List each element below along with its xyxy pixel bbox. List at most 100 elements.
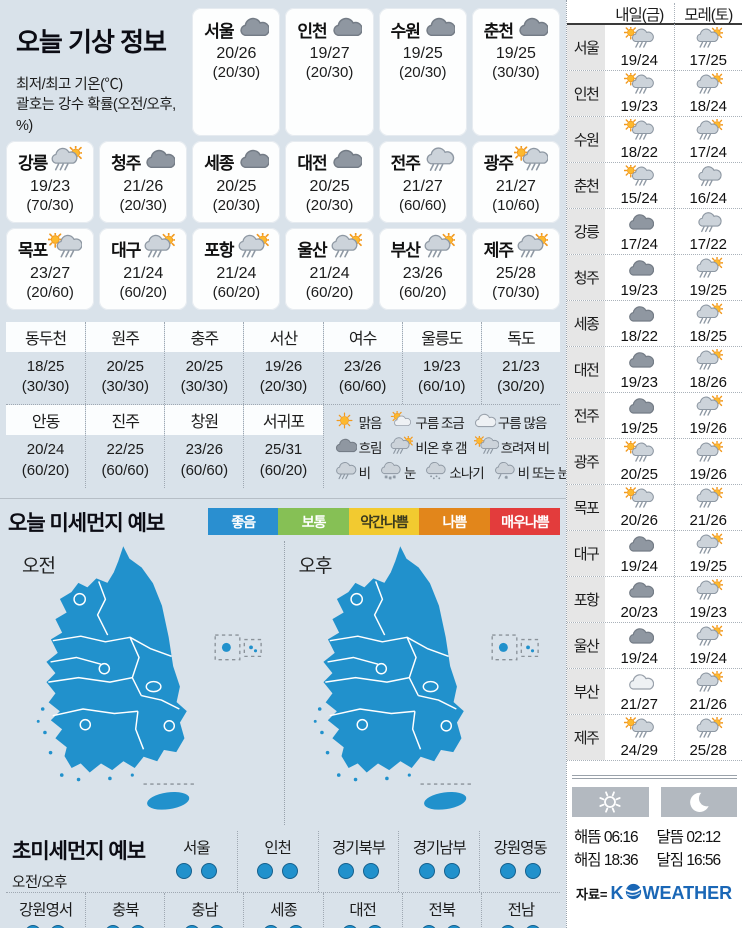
forecast-row-전주: 전주 19/25 19/26 [567, 393, 742, 439]
forecast-city-name: 대전 [567, 347, 605, 392]
extra-city-name: 원주 [86, 321, 165, 352]
card-temps: 21/26 [123, 177, 164, 195]
rain-sun-icon [693, 577, 725, 606]
region-name: 전북 [428, 901, 457, 919]
forecast-dayafter: 17/25 [673, 25, 742, 70]
card-temps: 20/25 [309, 177, 350, 195]
forecast-temp: 18/22 [620, 143, 659, 161]
dust-dot-좋음 [524, 862, 541, 879]
dust-level-나쁨: 나쁨 [419, 508, 490, 536]
forecast-tomorrow: 19/24 [605, 623, 674, 668]
card-city-name: 수원 [390, 21, 421, 41]
cloud-dark-icon [624, 533, 655, 560]
card-city-name: 대구 [111, 241, 141, 261]
cloud-dark-icon [332, 436, 358, 458]
cloud-dark-icon [235, 146, 270, 177]
ultrafine-region-세종: 세종 [243, 892, 322, 928]
forecast-temp: 17/24 [689, 143, 728, 161]
extra-city-서귀포: 서귀포 25/31 (60/20) [243, 405, 323, 488]
region-name: 서울 [183, 839, 211, 857]
rain-icon [421, 146, 455, 177]
kweather-logo: K WEATHER [610, 883, 733, 903]
region-name: 강원영동 [493, 839, 548, 857]
ultrafine-region-강원영동: 강원영동 [479, 830, 560, 892]
forecast-tomorrow: 20/23 [605, 577, 674, 622]
cloud-dark-icon [624, 579, 655, 606]
forecast-city-name: 서울 [567, 25, 605, 70]
forecast-temp: 17/24 [620, 235, 659, 253]
rain-sun-icon [421, 231, 457, 264]
extra-cities-section: 동두천 18/25 (30/30) 원주 20/25 (30/30) 충주 20/25 (30/… [0, 321, 570, 488]
card-city-name: 목포 [17, 241, 48, 261]
dust-level-보통: 보통 [278, 508, 349, 536]
forecast-tomorrow: 19/25 [605, 393, 674, 438]
ultrafine-region-충남: 충남 [164, 892, 243, 928]
ultrafine-region-전북: 전북 [401, 892, 481, 928]
card-temps: 19/25 [495, 45, 536, 62]
weather-card-포항: 포항 21/24 (60/20) [192, 227, 281, 310]
sun-rain-icon [623, 438, 655, 468]
forecast-city-name: 포항 [567, 577, 605, 622]
forecast-temp: 19/23 [620, 281, 659, 299]
region-dots [399, 862, 479, 879]
card-city-name: 인천 [297, 21, 327, 41]
forecast-row-대전: 대전 19/23 18/26 [567, 347, 742, 393]
forecast-dayafter: 17/22 [673, 209, 742, 254]
snow-icon [377, 461, 402, 483]
forecast-temp: 24/29 [620, 741, 659, 759]
forecast-dayafter: 25/28 [673, 715, 742, 760]
forecast-temp: 17/25 [689, 51, 728, 69]
sunrise-time: 06:16 [603, 829, 639, 846]
dust-level-좋음: 좋음 [208, 508, 279, 536]
rain-sun-icon [693, 393, 725, 422]
card-city-name: 울산 [297, 241, 327, 261]
forecast-city-name: 수원 [567, 117, 605, 162]
extra-city-values: 25/31 (60/20) [259, 441, 308, 479]
ultrafine-dust-section: 초미세먼지 예보 오전/오후 서울 인천 경기북부 경기남부 강원영동 강원영서 충북 충남… [0, 829, 566, 928]
moon-icon [660, 787, 737, 817]
cloud-dark-icon [421, 14, 456, 45]
forecast-temp: 19/25 [620, 419, 659, 437]
forecast-city-name: 청주 [567, 255, 605, 300]
forecast-header-dayafter: 모레(토) [673, 3, 742, 25]
region-name: 인천 [264, 839, 292, 857]
weather-card-울산: 울산 21/24 (60/20) [285, 227, 374, 310]
dust-map-오전: 오전 [8, 541, 284, 825]
forecast-temp: 19/25 [689, 557, 728, 575]
forecast-row-제주: 제주 24/29 25/28 [567, 714, 742, 761]
forecast-city-name: 춘천 [567, 163, 605, 208]
dust-title: 오늘 미세먼지 예보 [8, 511, 165, 535]
sun-rain-icon [623, 116, 655, 146]
card-temps: 21/27 [495, 177, 536, 195]
card-temps: 25/28 [495, 264, 536, 282]
forecast-row-광주: 광주 20/25 19/26 [567, 438, 742, 485]
cloud-dark-icon [624, 211, 655, 238]
sun-rain-icon [47, 231, 83, 264]
cloud-dark-icon [514, 14, 549, 45]
card-precip-prob: (20/30) [305, 196, 354, 214]
forecast-city-name: 세종 [567, 301, 605, 346]
cloud-dark-icon [624, 257, 655, 284]
forecast-temp: 20/23 [620, 603, 659, 621]
card-precip-prob: (20/30) [398, 64, 447, 81]
page-title: 오늘 기상 정보 [16, 27, 167, 57]
weather-card-청주: 청주 21/26 (20/30) [99, 140, 188, 223]
region-dots [86, 924, 164, 928]
sun-times: 해뜸 06:16 해짐 18:36 [574, 829, 639, 870]
rain-sun-icon [235, 231, 271, 264]
rain-sun-icon [693, 485, 725, 514]
rain-sun-icon [388, 434, 415, 458]
rain-sun-icon [48, 144, 85, 177]
today-weather-section: 오늘 기상 정보 최저/최고 기온(℃) 괄호는 강수 확률(오전/오후, %)… [0, 0, 566, 310]
extra-city-name: 서산 [244, 321, 323, 352]
cloud-dark-icon [328, 146, 363, 177]
forecast-dayafter: 17/24 [673, 117, 742, 162]
rain-sun-icon [514, 231, 551, 264]
extra-city-name: 안동 [6, 405, 86, 436]
ultrafine-row-1: 초미세먼지 예보 오전/오후 서울 인천 경기북부 경기남부 강원영동 [6, 830, 560, 892]
extra-city-values: 20/25 (30/30) [180, 357, 229, 396]
region-dots [6, 924, 85, 928]
data-source: 자료= K WEATHER [572, 883, 737, 905]
